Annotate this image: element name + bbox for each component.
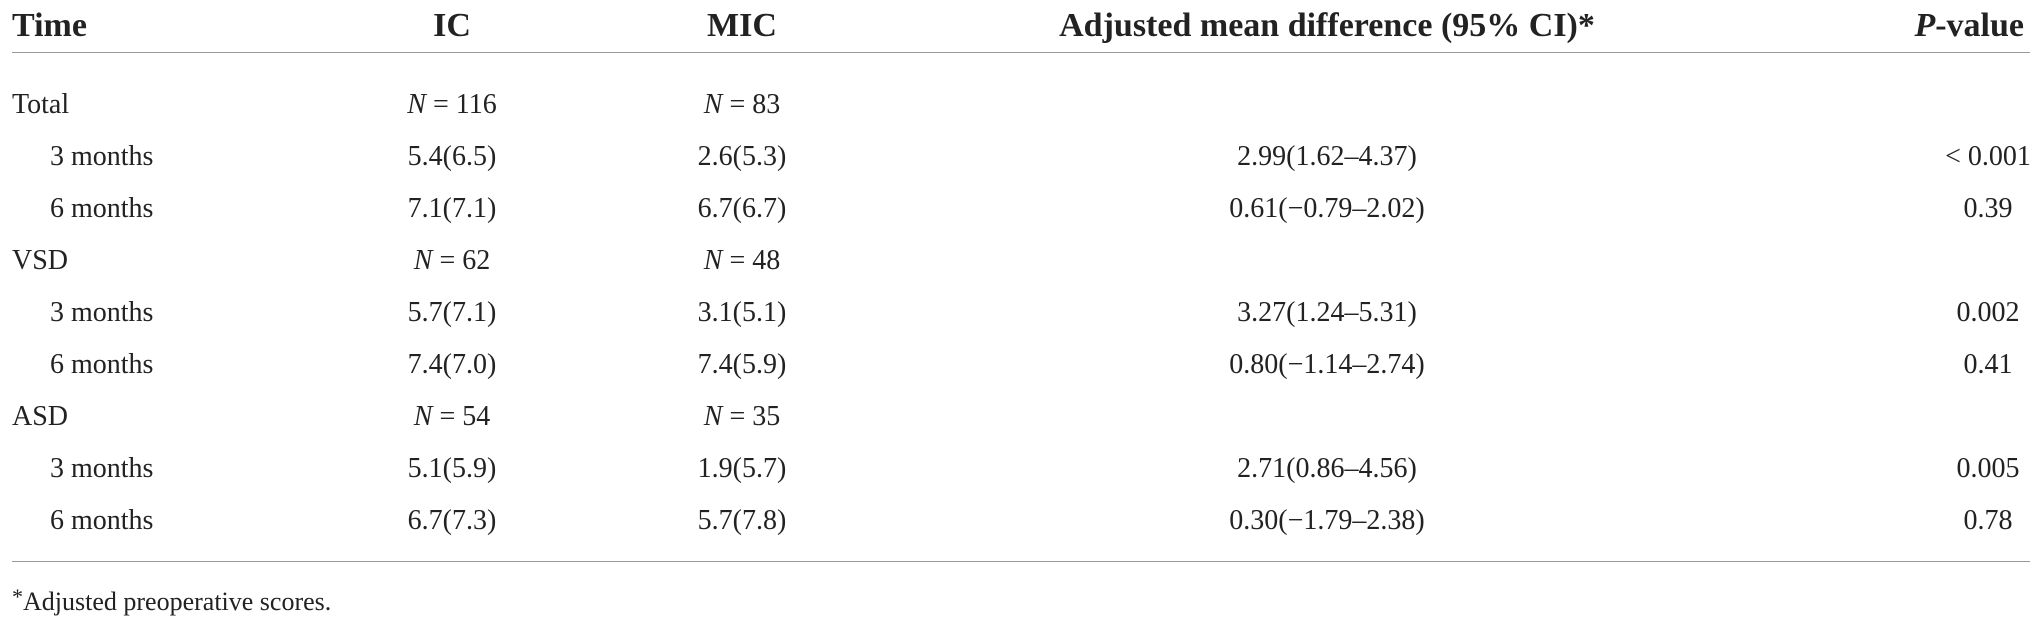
table-row: 3 months 5.1(5.9) 1.9(5.7) 2.71(0.86–4.5… xyxy=(12,443,2030,495)
row-adjusted: 3.27(1.24–5.31) xyxy=(1237,297,1417,328)
row-adjusted: 0.30(−1.79–2.38) xyxy=(892,495,1762,562)
row-ic: 5.4(6.5) xyxy=(407,141,497,172)
row-adjusted: 0.61(−0.79–2.02) xyxy=(1229,193,1425,224)
group-ic-n: N = 116 xyxy=(407,89,497,120)
group-label: Total xyxy=(12,89,70,120)
group-mic-n: N = 83 xyxy=(703,89,781,120)
results-table: Time IC MIC Adjusted mean difference (95… xyxy=(12,0,2030,562)
row-time: 3 months xyxy=(50,141,154,172)
table-row: 3 months 5.7(7.1) 3.1(5.1) 3.27(1.24–5.3… xyxy=(12,287,2030,339)
group-mic-n: N = 35 xyxy=(703,401,781,432)
header-p-value: P-value xyxy=(1762,0,2030,53)
row-ic: 6.7(7.3) xyxy=(312,495,592,562)
group-ic-n-value: = 62 xyxy=(432,245,491,276)
group-ic-n: N = 54 xyxy=(413,401,491,432)
row-adjusted: 2.99(1.62–4.37) xyxy=(1237,141,1417,172)
row-time: 3 months xyxy=(50,297,154,328)
group-label: ASD xyxy=(12,401,69,432)
row-p-value: 0.39 xyxy=(1963,193,2013,224)
row-time: 6 months xyxy=(50,349,154,380)
row-ic: 5.7(7.1) xyxy=(407,297,497,328)
row-p-value: 0.005 xyxy=(1956,453,2020,484)
group-mic-n-value: = 83 xyxy=(722,89,781,120)
header-mic: MIC xyxy=(592,0,892,53)
row-mic: 6.7(6.7) xyxy=(697,193,787,224)
row-time: 3 months xyxy=(50,453,154,484)
row-mic: 7.4(5.9) xyxy=(697,349,787,380)
row-p-value: 0.78 xyxy=(1762,495,2030,562)
row-ic: 7.1(7.1) xyxy=(407,193,497,224)
group-row-total: Total N = 116 N = 83 xyxy=(12,53,2030,132)
row-time: 6 months xyxy=(12,495,312,562)
table-row: 6 months 7.4(7.0) 7.4(5.9) 0.80(−1.14–2.… xyxy=(12,339,2030,391)
header-ic: IC xyxy=(312,0,592,53)
row-adjusted: 2.71(0.86–4.56) xyxy=(1237,453,1417,484)
header-row: Time IC MIC Adjusted mean difference (95… xyxy=(12,0,2030,53)
group-ic-n: N = 62 xyxy=(413,245,491,276)
group-mic-n-value: = 35 xyxy=(722,401,781,432)
row-ic: 5.1(5.9) xyxy=(407,453,497,484)
row-mic: 5.7(7.8) xyxy=(592,495,892,562)
row-p-value: < 0.001 xyxy=(1945,141,2030,172)
group-row-vsd: VSD N = 62 N = 48 xyxy=(12,235,2030,287)
row-ic: 7.4(7.0) xyxy=(407,349,497,380)
results-table-container: Time IC MIC Adjusted mean difference (95… xyxy=(12,0,2030,562)
row-p-value: 0.002 xyxy=(1956,297,2020,328)
row-mic: 1.9(5.7) xyxy=(697,453,787,484)
header-p-letter: P xyxy=(1914,7,1936,44)
row-p-value: 0.41 xyxy=(1963,349,2013,380)
group-mic-n: N = 48 xyxy=(703,245,781,276)
header-time: Time xyxy=(12,0,312,53)
header-p-suffix: -value xyxy=(1935,7,2024,44)
group-mic-n-value: = 48 xyxy=(722,245,781,276)
header-adjusted-mean-difference: Adjusted mean difference (95% CI)* xyxy=(892,0,1762,53)
table-row: 6 months 7.1(7.1) 6.7(6.7) 0.61(−0.79–2.… xyxy=(12,183,2030,235)
group-ic-n-value: = 116 xyxy=(425,89,497,120)
table-footnote: *Adjusted preoperative scores. xyxy=(12,584,331,617)
group-ic-n-value: = 54 xyxy=(432,401,491,432)
group-label: VSD xyxy=(12,245,69,276)
table-row: 3 months 5.4(6.5) 2.6(5.3) 2.99(1.62–4.3… xyxy=(12,131,2030,183)
footnote-text: Adjusted preoperative scores. xyxy=(23,587,332,616)
footnote-marker: * xyxy=(12,584,23,609)
row-adjusted: 0.80(−1.14–2.74) xyxy=(1229,349,1425,380)
row-mic: 2.6(5.3) xyxy=(697,141,787,172)
row-time: 6 months xyxy=(50,193,154,224)
row-mic: 3.1(5.1) xyxy=(697,297,787,328)
group-row-asd: ASD N = 54 N = 35 xyxy=(12,391,2030,443)
table-row: 6 months 6.7(7.3) 5.7(7.8) 0.30(−1.79–2.… xyxy=(12,495,2030,562)
